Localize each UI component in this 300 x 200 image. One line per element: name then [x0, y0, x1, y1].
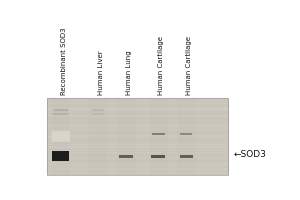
Bar	[53, 109, 68, 111]
Bar	[92, 109, 104, 111]
Bar	[52, 151, 70, 161]
Text: Human Lung: Human Lung	[126, 50, 132, 95]
Bar	[47, 98, 228, 175]
Bar	[152, 155, 165, 158]
Text: Human Cartilage: Human Cartilage	[186, 36, 192, 95]
Bar	[92, 113, 104, 115]
Bar	[181, 133, 192, 135]
FancyBboxPatch shape	[52, 131, 70, 142]
Text: Human Liver: Human Liver	[98, 50, 104, 95]
Bar	[53, 113, 68, 115]
Bar	[180, 155, 193, 158]
Text: Recombinant SOD3: Recombinant SOD3	[61, 27, 67, 95]
Text: ←SOD3: ←SOD3	[234, 150, 267, 159]
Text: Human Cartilage: Human Cartilage	[158, 36, 164, 95]
Bar	[119, 155, 133, 158]
Bar	[152, 133, 165, 135]
